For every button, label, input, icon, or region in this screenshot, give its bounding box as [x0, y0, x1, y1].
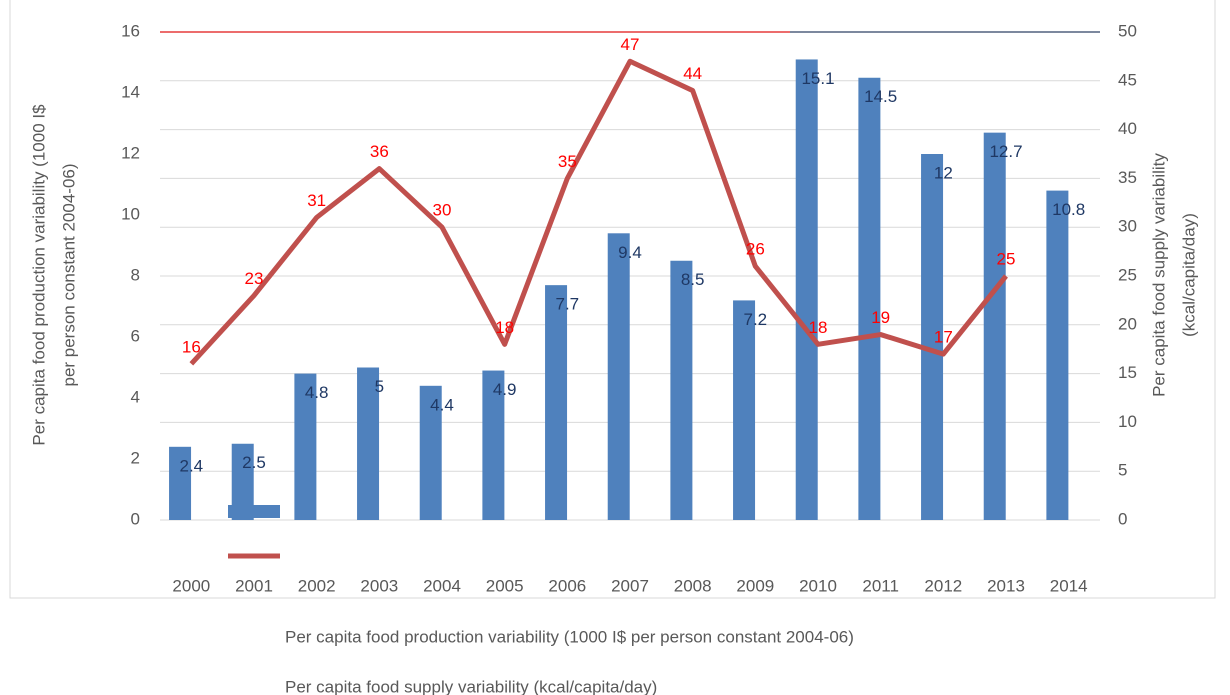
bar [983, 132, 1006, 520]
data-label: 9.4 [618, 243, 642, 262]
data-label: 18 [809, 318, 828, 337]
x-tick-label: 2000 [172, 576, 210, 595]
y2-tick-label: 40 [1118, 119, 1137, 138]
x-tick-label: 2005 [486, 576, 524, 595]
data-label: 10.8 [1052, 200, 1085, 219]
x-tick-label: 2003 [360, 576, 398, 595]
legend-label: Per capita food supply variability (kcal… [285, 677, 657, 695]
y2-axis-title: (kcal/capita/day) [1179, 213, 1198, 337]
bar [858, 77, 881, 520]
data-label: 14.5 [864, 87, 897, 106]
y-tick-label: 6 [131, 326, 140, 345]
data-label: 16 [182, 337, 201, 356]
y2-tick-label: 5 [1118, 461, 1127, 480]
legend-label: Per capita food production variability (… [285, 627, 854, 646]
data-label: 12 [934, 163, 953, 182]
data-label: 18 [495, 318, 514, 337]
bar [294, 373, 317, 520]
x-tick-label: 2001 [235, 576, 273, 595]
y-tick-label: 10 [121, 204, 140, 223]
y-axis-title: Per capita food production variability (… [29, 104, 48, 446]
y2-tick-label: 20 [1118, 314, 1137, 333]
bar [169, 446, 192, 520]
data-label: 47 [621, 35, 640, 54]
data-label: 4.8 [305, 383, 329, 402]
data-label: 15.1 [801, 69, 834, 88]
x-tick-label: 2009 [736, 576, 774, 595]
y-axis-title: per person constant 2004-06) [59, 163, 78, 386]
data-label: 5 [375, 377, 384, 396]
y2-tick-label: 30 [1118, 217, 1137, 236]
data-label: 4.9 [493, 380, 517, 399]
bar [545, 285, 568, 520]
data-label: 2.4 [180, 456, 204, 475]
data-label: 36 [370, 142, 389, 161]
data-label: 23 [245, 269, 264, 288]
legend-swatch [228, 505, 280, 518]
data-label: 7.7 [556, 295, 580, 314]
y-tick-label: 12 [121, 143, 140, 162]
y2-tick-label: 15 [1118, 363, 1137, 382]
line [189, 58, 1008, 366]
data-label: 7.2 [744, 310, 768, 329]
data-label: 19 [871, 308, 890, 327]
y-tick-label: 2 [131, 448, 140, 467]
x-tick-label: 2012 [924, 576, 962, 595]
bar [231, 443, 254, 520]
bar [670, 260, 693, 520]
data-label: 35 [558, 152, 577, 171]
bar [357, 367, 380, 520]
data-label: 2.5 [242, 453, 266, 472]
y2-tick-label: 45 [1118, 70, 1137, 89]
bar [607, 233, 630, 521]
y2-tick-label: 0 [1118, 509, 1127, 528]
y-tick-label: 8 [131, 265, 140, 284]
x-tick-label: 2006 [548, 576, 586, 595]
bar [482, 370, 505, 520]
y-tick-label: 16 [121, 21, 140, 40]
x-tick-label: 2002 [298, 576, 336, 595]
bar [795, 59, 818, 520]
x-tick-label: 2014 [1050, 576, 1088, 595]
y2-axis-title: Per capita food supply variability [1149, 153, 1168, 397]
data-label: 4.4 [430, 395, 454, 414]
x-tick-label: 2007 [611, 576, 649, 595]
bar [1046, 190, 1069, 520]
y-tick-label: 14 [121, 82, 140, 101]
y-tick-label: 0 [131, 509, 140, 528]
x-tick-label: 2010 [799, 576, 837, 595]
x-tick-label: 2011 [862, 576, 899, 595]
data-label: 30 [433, 201, 452, 220]
y2-tick-label: 25 [1118, 265, 1137, 284]
data-label: 26 [746, 240, 765, 259]
x-tick-label: 2013 [987, 576, 1025, 595]
data-label: 12.7 [989, 142, 1022, 161]
bar [419, 385, 442, 520]
chart-frame [9, 0, 1216, 599]
y2-tick-label: 10 [1118, 412, 1137, 431]
data-label: 31 [307, 191, 326, 210]
bar [921, 154, 944, 520]
bar [733, 300, 756, 520]
x-tick-label: 2008 [674, 576, 712, 595]
y-tick-label: 4 [131, 387, 140, 406]
y2-tick-label: 50 [1118, 21, 1137, 40]
data-label: 25 [997, 249, 1016, 268]
data-label: 17 [934, 328, 953, 347]
data-label: 8.5 [681, 270, 705, 289]
x-tick-label: 2004 [423, 576, 461, 595]
data-label: 44 [683, 64, 702, 83]
y2-tick-label: 35 [1118, 168, 1137, 187]
